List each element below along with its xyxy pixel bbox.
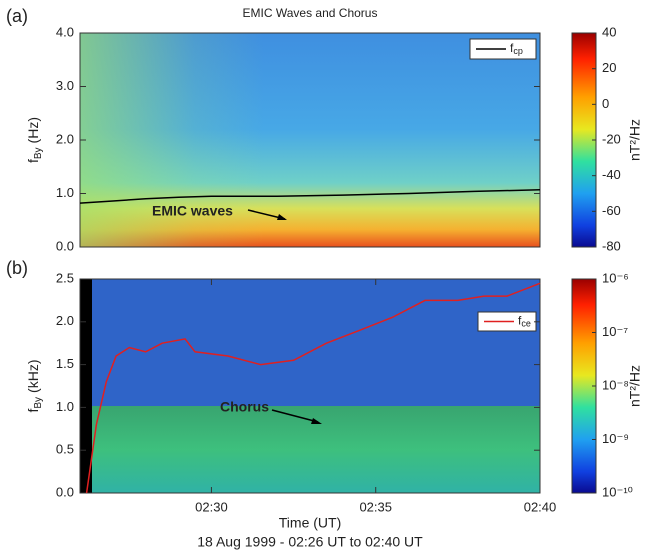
legend-label: fcp <box>510 41 523 56</box>
y-tick-label: 2.0 <box>56 313 74 328</box>
legend-subscript: ce <box>521 319 531 329</box>
series-line <box>79 189 541 204</box>
colorbar-title: nT²/Hz <box>627 365 643 407</box>
arrow-head <box>277 214 287 220</box>
y-tick-label: 2.5 <box>56 270 74 285</box>
arrow <box>271 409 319 423</box>
y-tick-label: 1.5 <box>56 356 74 371</box>
y-axis-title: fBy (kHz) <box>25 360 44 413</box>
colorbar-tick-label: -60 <box>602 203 621 218</box>
legend-symbol: f <box>518 314 522 328</box>
panel-label: (b) <box>6 258 28 278</box>
colorbar-tick-label: -40 <box>602 167 621 182</box>
y-axis-unit: (kHz) <box>25 360 41 393</box>
spectrogram-b-band <box>92 406 540 493</box>
colorbar-title: nT²/Hz <box>627 119 643 161</box>
y-tick-label: 0.5 <box>56 442 74 457</box>
y-tick-label: 3.0 <box>56 78 74 93</box>
y-tick-label: 4.0 <box>56 24 74 39</box>
colorbar-tick-label: 20 <box>602 60 616 75</box>
legend-symbol: f <box>510 41 514 55</box>
spectrogram-a-shade <box>80 33 540 247</box>
chart-title: EMIC Waves and Chorus <box>243 6 378 20</box>
series-line <box>85 282 541 494</box>
arrow-head <box>311 418 322 424</box>
legend-label: fce <box>518 314 531 329</box>
plot-frame <box>79 278 541 494</box>
y-tick-label: 2.0 <box>56 131 74 146</box>
y-tick-label: 1.0 <box>56 399 74 414</box>
y-axis-symbol: f <box>25 159 41 163</box>
legend-subscript: cp <box>513 46 523 56</box>
subtitle: 18 Aug 1999 - 02:26 UT to 02:40 UT <box>197 534 423 550</box>
colorbar-tick-label: -80 <box>602 238 621 253</box>
colorbar-tick-label: -20 <box>602 131 621 146</box>
x-axis-title: Time (UT) <box>279 515 341 531</box>
data-gap <box>80 279 92 493</box>
y-axis-subscript: By <box>33 397 44 409</box>
y-tick-label: 1.0 <box>56 185 74 200</box>
y-axis-title: fBy (Hz) <box>25 117 44 163</box>
colorbar-tick-label: 0 <box>602 96 609 111</box>
colorbar-tick-label: 10⁻¹⁰ <box>602 484 633 499</box>
y-axis-subscript: By <box>33 147 44 159</box>
colorbar-tick-label: 10⁻⁸ <box>602 377 629 392</box>
y-tick-label: 0.0 <box>56 238 74 253</box>
x-tick-label: 02:35 <box>359 499 392 514</box>
colorbar-tick-label: 40 <box>602 24 616 39</box>
colorbar-tick-label: 10⁻⁹ <box>602 431 629 446</box>
annotation: Chorus <box>220 399 269 415</box>
x-tick-label: 02:30 <box>195 499 228 514</box>
y-tick-label: 0.0 <box>56 484 74 499</box>
annotation: EMIC waves <box>152 203 233 219</box>
panel-label: (a) <box>6 6 28 26</box>
y-axis-symbol: f <box>25 409 41 413</box>
colorbar-tick-label: 10⁻⁷ <box>602 324 628 339</box>
x-tick-label: 02:40 <box>524 499 557 514</box>
y-axis-unit: (Hz) <box>25 117 41 143</box>
colorbar-tick-label: 10⁻⁶ <box>602 270 629 285</box>
